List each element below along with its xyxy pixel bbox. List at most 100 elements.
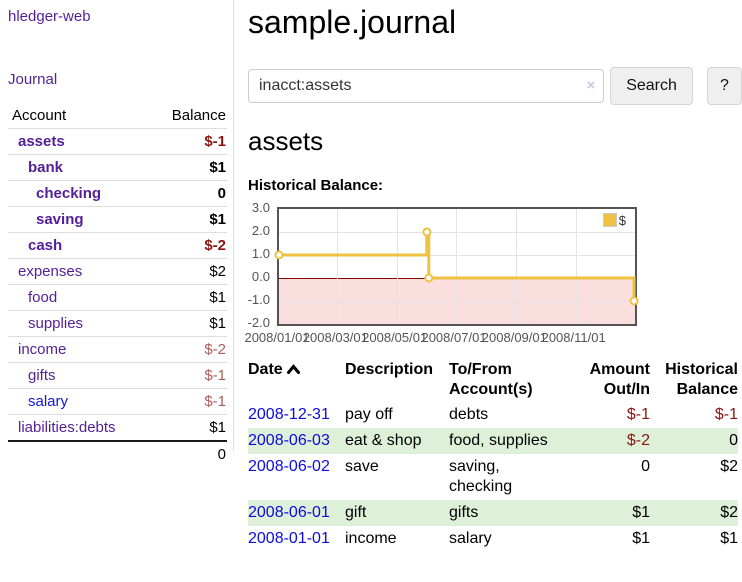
account-link-checking[interactable]: checking (36, 185, 102, 202)
clear-search-icon[interactable]: × (586, 77, 596, 95)
account-link-bank[interactable]: bank (28, 159, 64, 176)
app-title-link[interactable]: hledger-web (8, 8, 91, 25)
legend-label: $ (618, 212, 626, 228)
date-column-header: Date (248, 358, 345, 402)
transaction-description: save (345, 457, 379, 475)
account-balance: $1 (149, 154, 227, 181)
help-button[interactable]: ? (706, 67, 742, 106)
account-link-salary[interactable]: salary (28, 393, 69, 410)
transaction-accounts: gifts (449, 503, 479, 521)
page-title: sample.journal (248, 4, 457, 40)
account-balance: $1 (149, 310, 227, 337)
account-link-cash[interactable]: cash (28, 237, 63, 254)
search-input[interactable] (248, 69, 605, 104)
transaction-amount: $-2 (626, 431, 650, 449)
sort-ascending-icon (286, 363, 300, 374)
transaction-date-link[interactable]: 2008-01-01 (248, 529, 330, 547)
search-button[interactable]: Search (610, 67, 693, 106)
account-balance-table: Account Balance assets $-1 bank $1 check… (8, 104, 227, 467)
transaction-balance: $1 (720, 529, 738, 547)
account-link-assets[interactable]: assets (18, 133, 65, 150)
account-link-expenses[interactable]: expenses (18, 263, 83, 280)
x-gridline (337, 208, 339, 324)
transaction-date-link[interactable]: 2008-06-01 (248, 503, 330, 521)
register-row: 2008-01-01 income salary $1 $1 (248, 526, 738, 552)
x-axis-tick-label: 2008/09/01 (481, 329, 547, 345)
account-link-liabilities-debts[interactable]: liabilities:debts (18, 419, 116, 436)
y-axis-tick-label: 0.0 (251, 268, 270, 284)
account-balance: $2 (149, 258, 227, 285)
sidebar: hledger-web Journal Account Balance asse… (0, 0, 234, 467)
x-gridline (516, 208, 518, 324)
transaction-date-link[interactable]: 2008-06-03 (248, 431, 330, 449)
account-row: supplies $1 (8, 310, 227, 337)
y-axis-tick-label: 3.0 (251, 199, 270, 215)
account-link-supplies[interactable]: supplies (28, 315, 84, 332)
register-row: 2008-12-31 pay off debts $-1 $-1 (248, 402, 738, 428)
account-row: expenses $2 (8, 258, 227, 285)
account-table-header: Account Balance (8, 104, 227, 129)
data-point-marker (422, 227, 432, 237)
account-row: salary $-1 (8, 388, 227, 415)
transaction-description: pay off (345, 405, 393, 423)
amount-column-header: Amount Out/In (589, 360, 650, 398)
account-total-row: 0 (8, 440, 227, 467)
account-balance: $-1 (149, 128, 227, 155)
account-row: food $1 (8, 284, 227, 311)
register-row: 2008-06-02 save saving, checking 0 $2 (248, 454, 738, 500)
accounts-total: 0 (149, 440, 227, 467)
x-axis-tick-label: 2008/11/01 (541, 329, 606, 345)
x-axis-tick-label: 2008/01/01 (244, 329, 310, 345)
transaction-amount: $-1 (626, 405, 650, 423)
account-row: gifts $-1 (8, 362, 227, 389)
transaction-description: eat & shop (345, 431, 422, 449)
data-point-marker (274, 250, 284, 260)
account-row: cash $-2 (8, 232, 227, 259)
y-axis-tick-label: -1.0 (247, 291, 270, 307)
data-point-marker (424, 273, 434, 283)
register-row: 2008-06-01 gift gifts $1 $2 (248, 499, 738, 526)
search-bar: × Search ? (248, 67, 742, 106)
x-axis-tick-label: 2008/03/01 (302, 329, 368, 345)
balance-series (274, 227, 639, 306)
transaction-accounts: debts (449, 405, 489, 423)
account-link-food[interactable]: food (28, 289, 58, 306)
balance-column-header: Balance (171, 107, 226, 124)
sidebar-item-journal[interactable]: Journal (8, 71, 58, 88)
account-balance: $1 (149, 284, 227, 311)
account-row: bank $1 (8, 154, 227, 181)
transaction-accounts: saving, checking (449, 457, 513, 495)
account-balance: $-2 (149, 232, 227, 259)
account-link-gifts[interactable]: gifts (28, 367, 56, 384)
transaction-date-link[interactable]: 2008-06-02 (248, 457, 330, 475)
transaction-balance: 0 (729, 431, 738, 449)
balance-column-header: Historical Balance (665, 360, 738, 398)
account-row: checking 0 (8, 180, 227, 207)
account-heading: assets (248, 126, 324, 157)
x-gridline (456, 208, 458, 324)
x-gridline (396, 208, 398, 324)
transaction-amount: 0 (641, 457, 650, 475)
account-row: saving $1 (8, 206, 227, 233)
transaction-date-link[interactable]: 2008-12-31 (248, 405, 330, 423)
account-balance: $-2 (149, 336, 227, 363)
account-link-income[interactable]: income (18, 341, 67, 358)
y-axis-tick-label: 1.0 (251, 245, 270, 261)
accounts-column-header: To/From Account(s) (449, 360, 533, 398)
transaction-description: income (345, 529, 397, 547)
y-axis-tick-label: -2.0 (247, 314, 270, 330)
account-row: income $-2 (8, 336, 227, 363)
account-column-header: Account (12, 107, 67, 124)
data-point-marker (629, 296, 639, 306)
chart-plot (274, 206, 639, 326)
register-table: Date Description To/From Account(s) Amou… (248, 358, 738, 552)
account-row: assets $-1 (8, 128, 227, 155)
chart-legend: $ (600, 211, 628, 229)
legend-swatch-icon (602, 213, 617, 228)
register-row: 2008-06-03 eat & shop food, supplies $-2… (248, 427, 738, 454)
account-balance: $1 (149, 206, 227, 233)
transaction-description: gift (345, 503, 367, 521)
account-row: liabilities:debts $1 (8, 414, 227, 441)
account-link-saving[interactable]: saving (36, 211, 84, 228)
x-gridline (575, 208, 577, 324)
